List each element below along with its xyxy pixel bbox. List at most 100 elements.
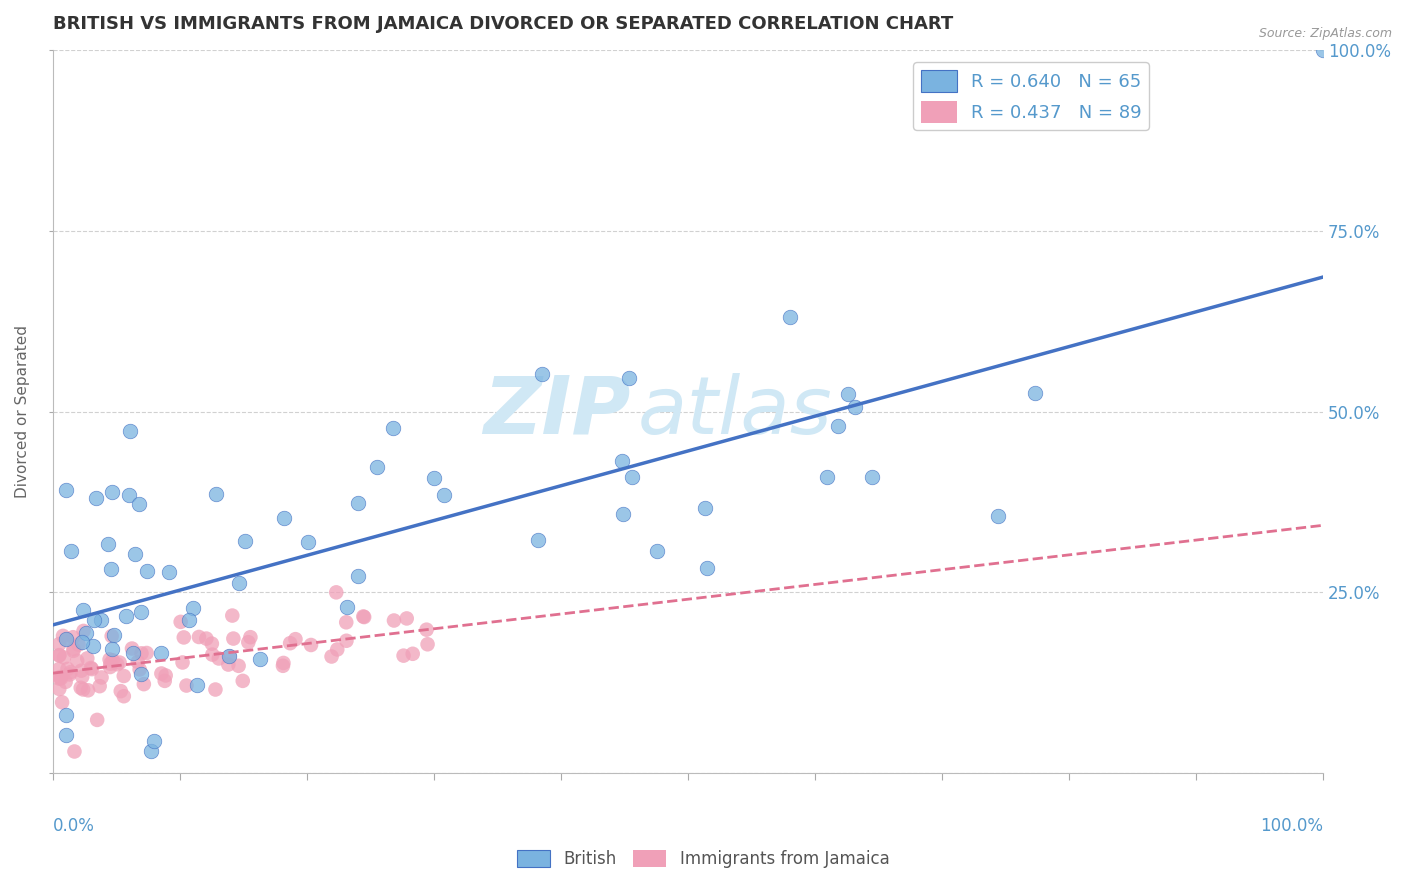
- Text: 100.0%: 100.0%: [1260, 816, 1323, 835]
- Point: [860, 470, 883, 484]
- Point: [97, 537, 120, 551]
- Point: [90, 613, 112, 627]
- Point: [100, 629, 122, 643]
- Point: [183, 600, 205, 615]
- Point: [335, 633, 357, 648]
- Point: [62, 642, 84, 657]
- Point: [72, 624, 94, 638]
- Point: [779, 310, 801, 325]
- Point: [278, 636, 301, 650]
- Point: [70, 664, 93, 678]
- Legend: R = 0.640   N = 65, R = 0.437   N = 89: R = 0.640 N = 65, R = 0.437 N = 89: [914, 62, 1149, 130]
- Point: [98, 660, 121, 674]
- Point: [110, 684, 132, 698]
- Point: [101, 653, 124, 667]
- Point: [115, 608, 138, 623]
- Point: [827, 419, 849, 434]
- Point: [205, 486, 228, 500]
- Point: [56, 662, 79, 676]
- Point: [101, 484, 124, 499]
- Point: [66, 654, 89, 668]
- Point: [103, 627, 125, 641]
- Y-axis label: Divorced or Separated: Divorced or Separated: [15, 325, 30, 498]
- Point: [55, 674, 77, 689]
- Text: Source: ZipAtlas.com: Source: ZipAtlas.com: [1258, 27, 1392, 40]
- Point: [271, 658, 294, 673]
- Point: [124, 547, 146, 561]
- Point: [90, 670, 112, 684]
- Point: [353, 610, 375, 624]
- Point: [80, 661, 103, 675]
- Point: [531, 367, 554, 381]
- Point: [169, 615, 191, 629]
- Point: [48, 637, 70, 651]
- Point: [159, 565, 181, 579]
- Point: [284, 632, 307, 647]
- Point: [228, 575, 250, 590]
- Point: [129, 606, 152, 620]
- Point: [132, 677, 155, 691]
- Point: [273, 511, 295, 525]
- Point: [67, 638, 90, 652]
- Point: [987, 508, 1010, 523]
- Point: [817, 469, 839, 483]
- Point: [249, 652, 271, 666]
- Point: [70, 635, 93, 649]
- Text: atlas: atlas: [637, 373, 832, 450]
- Point: [89, 679, 111, 693]
- Point: [239, 630, 262, 644]
- Point: [173, 631, 195, 645]
- Point: [433, 488, 456, 502]
- Point: [131, 646, 153, 660]
- Point: [62, 630, 84, 644]
- Point: [321, 649, 343, 664]
- Point: [59, 665, 82, 680]
- Point: [1024, 385, 1046, 400]
- Point: [617, 371, 640, 385]
- Point: [127, 655, 149, 669]
- Point: [100, 562, 122, 576]
- Point: [382, 614, 405, 628]
- Point: [155, 668, 177, 682]
- Point: [325, 585, 347, 599]
- Text: BRITISH VS IMMIGRANTS FROM JAMAICA DIVORCED OR SEPARATED CORRELATION CHART: BRITISH VS IMMIGRANTS FROM JAMAICA DIVOR…: [53, 15, 953, 33]
- Point: [48, 681, 70, 696]
- Point: [48, 662, 70, 676]
- Point: [352, 609, 374, 624]
- Point: [70, 670, 93, 684]
- Point: [695, 500, 717, 515]
- Point: [55, 632, 77, 647]
- Point: [49, 670, 72, 684]
- Text: ZIP: ZIP: [484, 373, 631, 450]
- Point: [402, 647, 425, 661]
- Point: [415, 623, 437, 637]
- Point: [48, 672, 70, 686]
- Point: [204, 682, 226, 697]
- Point: [526, 533, 548, 548]
- Point: [299, 638, 322, 652]
- Point: [837, 387, 859, 401]
- Point: [201, 637, 224, 651]
- Point: [129, 667, 152, 681]
- Point: [84, 491, 107, 505]
- Point: [112, 669, 135, 683]
- Point: [48, 648, 70, 662]
- Point: [335, 615, 357, 630]
- Point: [122, 646, 145, 660]
- Point: [128, 497, 150, 511]
- Point: [395, 611, 418, 625]
- Point: [1312, 43, 1334, 57]
- Point: [153, 673, 176, 688]
- Point: [135, 646, 157, 660]
- Point: [844, 401, 866, 415]
- Point: [273, 656, 295, 670]
- Point: [218, 649, 240, 664]
- Point: [121, 641, 143, 656]
- Point: [75, 625, 97, 640]
- Point: [208, 651, 231, 665]
- Point: [49, 671, 72, 685]
- Point: [63, 744, 86, 758]
- Point: [72, 603, 94, 617]
- Point: [150, 666, 173, 681]
- Point: [118, 488, 141, 502]
